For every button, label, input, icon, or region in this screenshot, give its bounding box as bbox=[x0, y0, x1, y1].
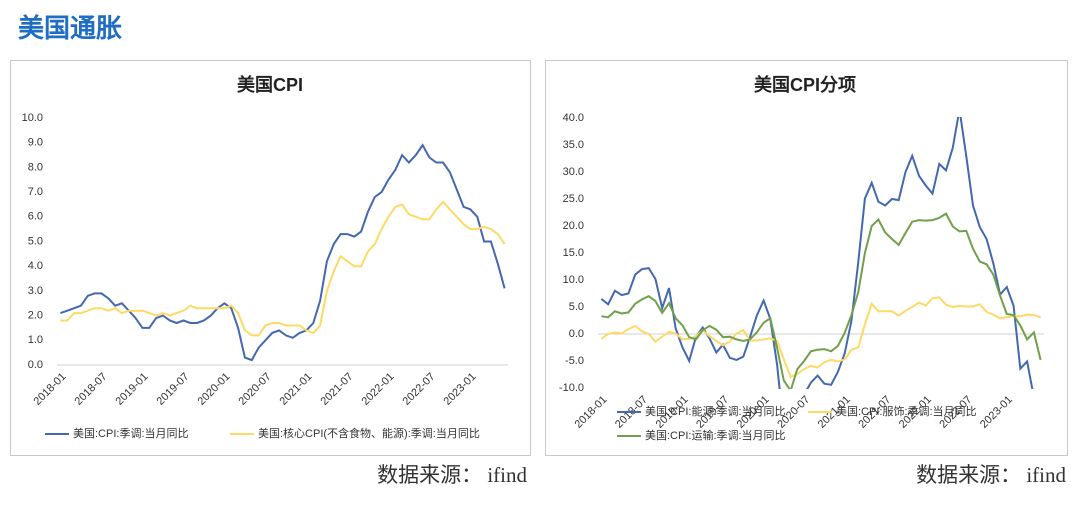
y-tick-label: 4.0 bbox=[28, 260, 43, 272]
y-tick-label: 6.0 bbox=[28, 211, 43, 223]
y-tick-label: 35.0 bbox=[563, 139, 584, 151]
legend-label: 美国:核心CPI(不含食物、能源):季调:当月同比 bbox=[258, 426, 480, 440]
y-tick-label: 40.0 bbox=[563, 112, 584, 124]
legend-label: 美国:CPI:季调:当月同比 bbox=[73, 426, 189, 440]
x-tick-label: 2023-01 bbox=[442, 371, 479, 408]
legend-label: 美国:CPI:能源:季调:当月同比 bbox=[645, 404, 786, 418]
y-tick-label: 10.0 bbox=[563, 274, 584, 286]
x-tick-label: 2018-01 bbox=[573, 394, 610, 431]
data-line bbox=[60, 143, 506, 362]
y-tick-label: 1.0 bbox=[28, 334, 43, 346]
x-tick-label: 2019-01 bbox=[114, 371, 151, 408]
y-tick-label: 30.0 bbox=[563, 166, 584, 178]
y-tick-label: 8.0 bbox=[28, 161, 43, 173]
x-tick-label: 2019-07 bbox=[155, 371, 192, 408]
data-line bbox=[60, 200, 506, 337]
y-tick-label: 25.0 bbox=[563, 193, 584, 205]
source-note: 数据来源： ifind bbox=[916, 463, 1066, 487]
y-tick-label: 20.0 bbox=[563, 220, 584, 232]
y-tick-label: 2.0 bbox=[28, 310, 43, 322]
data-line bbox=[600, 117, 1034, 389]
x-tick-label: 2020-01 bbox=[196, 371, 233, 408]
x-tick-label: 2022-01 bbox=[360, 371, 397, 408]
y-tick-label: 0.0 bbox=[28, 359, 43, 371]
y-tick-label: 5.0 bbox=[569, 301, 584, 313]
x-tick-label: 2021-01 bbox=[278, 371, 315, 408]
legend-label: 美国:CPI:运输:季调:当月同比 bbox=[645, 428, 786, 442]
x-tick-label: 2022-07 bbox=[401, 371, 438, 408]
x-tick-label: 2018-01 bbox=[32, 371, 69, 408]
x-tick-label: 2021-07 bbox=[319, 371, 356, 408]
data-line bbox=[600, 296, 1041, 379]
y-tick-label: 10.0 bbox=[22, 112, 43, 124]
x-tick-label: 2020-07 bbox=[237, 371, 274, 408]
y-tick-label: 7.0 bbox=[28, 186, 43, 198]
x-tick-label: 2018-07 bbox=[73, 371, 110, 408]
page-title: 美国通胀 bbox=[18, 13, 122, 43]
chart-panel bbox=[10, 60, 531, 456]
legend-label: 美国:CPI:服饰:季调:当月同比 bbox=[836, 404, 977, 418]
source-note: 数据来源： ifind bbox=[377, 463, 527, 487]
y-tick-label: 9.0 bbox=[28, 137, 43, 149]
chart-panel bbox=[545, 60, 1068, 456]
y-tick-label: 0.0 bbox=[569, 328, 584, 340]
x-tick-label: 2023-01 bbox=[978, 394, 1015, 431]
chart-title: 美国CPI分项 bbox=[754, 74, 856, 95]
chart-title: 美国CPI bbox=[237, 74, 303, 95]
y-tick-label: -10.0 bbox=[559, 382, 584, 394]
y-tick-label: -5.0 bbox=[565, 355, 584, 367]
y-tick-label: 3.0 bbox=[28, 285, 43, 297]
y-tick-label: 5.0 bbox=[28, 235, 43, 247]
data-line bbox=[601, 212, 1042, 389]
y-tick-label: 15.0 bbox=[563, 247, 584, 259]
